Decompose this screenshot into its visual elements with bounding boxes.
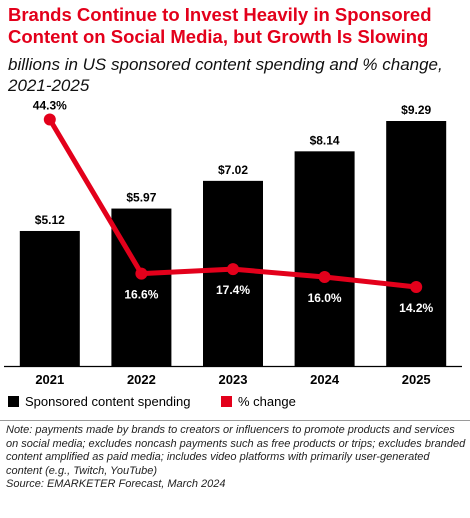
legend-swatch-spending	[8, 396, 19, 407]
x-tick-label-2025: 2025	[402, 372, 431, 387]
bar-label-2024: $8.14	[310, 133, 340, 147]
legend: Sponsored content spending % change	[8, 394, 464, 414]
x-tick-label-2022: 2022	[127, 372, 156, 387]
legend-item-pct-change: % change	[221, 394, 296, 409]
legend-label-spending: Sponsored content spending	[25, 394, 191, 409]
pct-change-label-2025: 14.2%	[399, 301, 433, 315]
legend-swatch-pct-change	[221, 396, 232, 407]
bar-label-2025: $9.29	[401, 103, 431, 117]
bar-label-2021: $5.12	[35, 213, 65, 227]
bar-2022	[111, 208, 172, 366]
x-tick-label-2021: 2021	[35, 372, 64, 387]
x-tick-label-2024: 2024	[310, 372, 340, 387]
pct-change-label-2023: 17.4%	[216, 283, 250, 297]
legend-item-spending: Sponsored content spending	[8, 394, 191, 409]
bar-2021	[19, 230, 80, 366]
bar-label-2022: $5.97	[126, 191, 156, 205]
legend-label-pct-change: % change	[238, 394, 296, 409]
chart-canvas: $5.12 $5.97 $7.02 $8.14 $9.29 2021 2022 2023 202…	[4, 98, 462, 387]
bar-2025	[386, 121, 447, 366]
notes-divider	[0, 420, 470, 421]
pct-change-point-2021	[43, 113, 56, 126]
pct-change-label-2022: 16.6%	[124, 288, 158, 302]
pct-change-point-2025	[410, 280, 423, 293]
bar-label-2023: $7.02	[218, 163, 248, 177]
bar-2024	[294, 151, 355, 366]
pct-change-point-2024	[318, 270, 331, 283]
chart-source: Source: EMARKETER Forecast, March 2024	[6, 478, 226, 490]
chart-title: Brands Continue to Invest Heavily in Spo…	[8, 4, 432, 47]
chart-subtitle: billions in US sponsored content spendin…	[8, 55, 443, 95]
pct-change-label-2024: 16.0%	[308, 291, 342, 305]
pct-change-point-2022	[135, 267, 148, 280]
x-tick-label-2023: 2023	[219, 372, 248, 387]
pct-change-point-2023	[227, 263, 239, 276]
pct-change-label-2021: 44.3%	[33, 98, 67, 112]
chart-note: Note: payments made by brands to creator…	[6, 424, 466, 477]
